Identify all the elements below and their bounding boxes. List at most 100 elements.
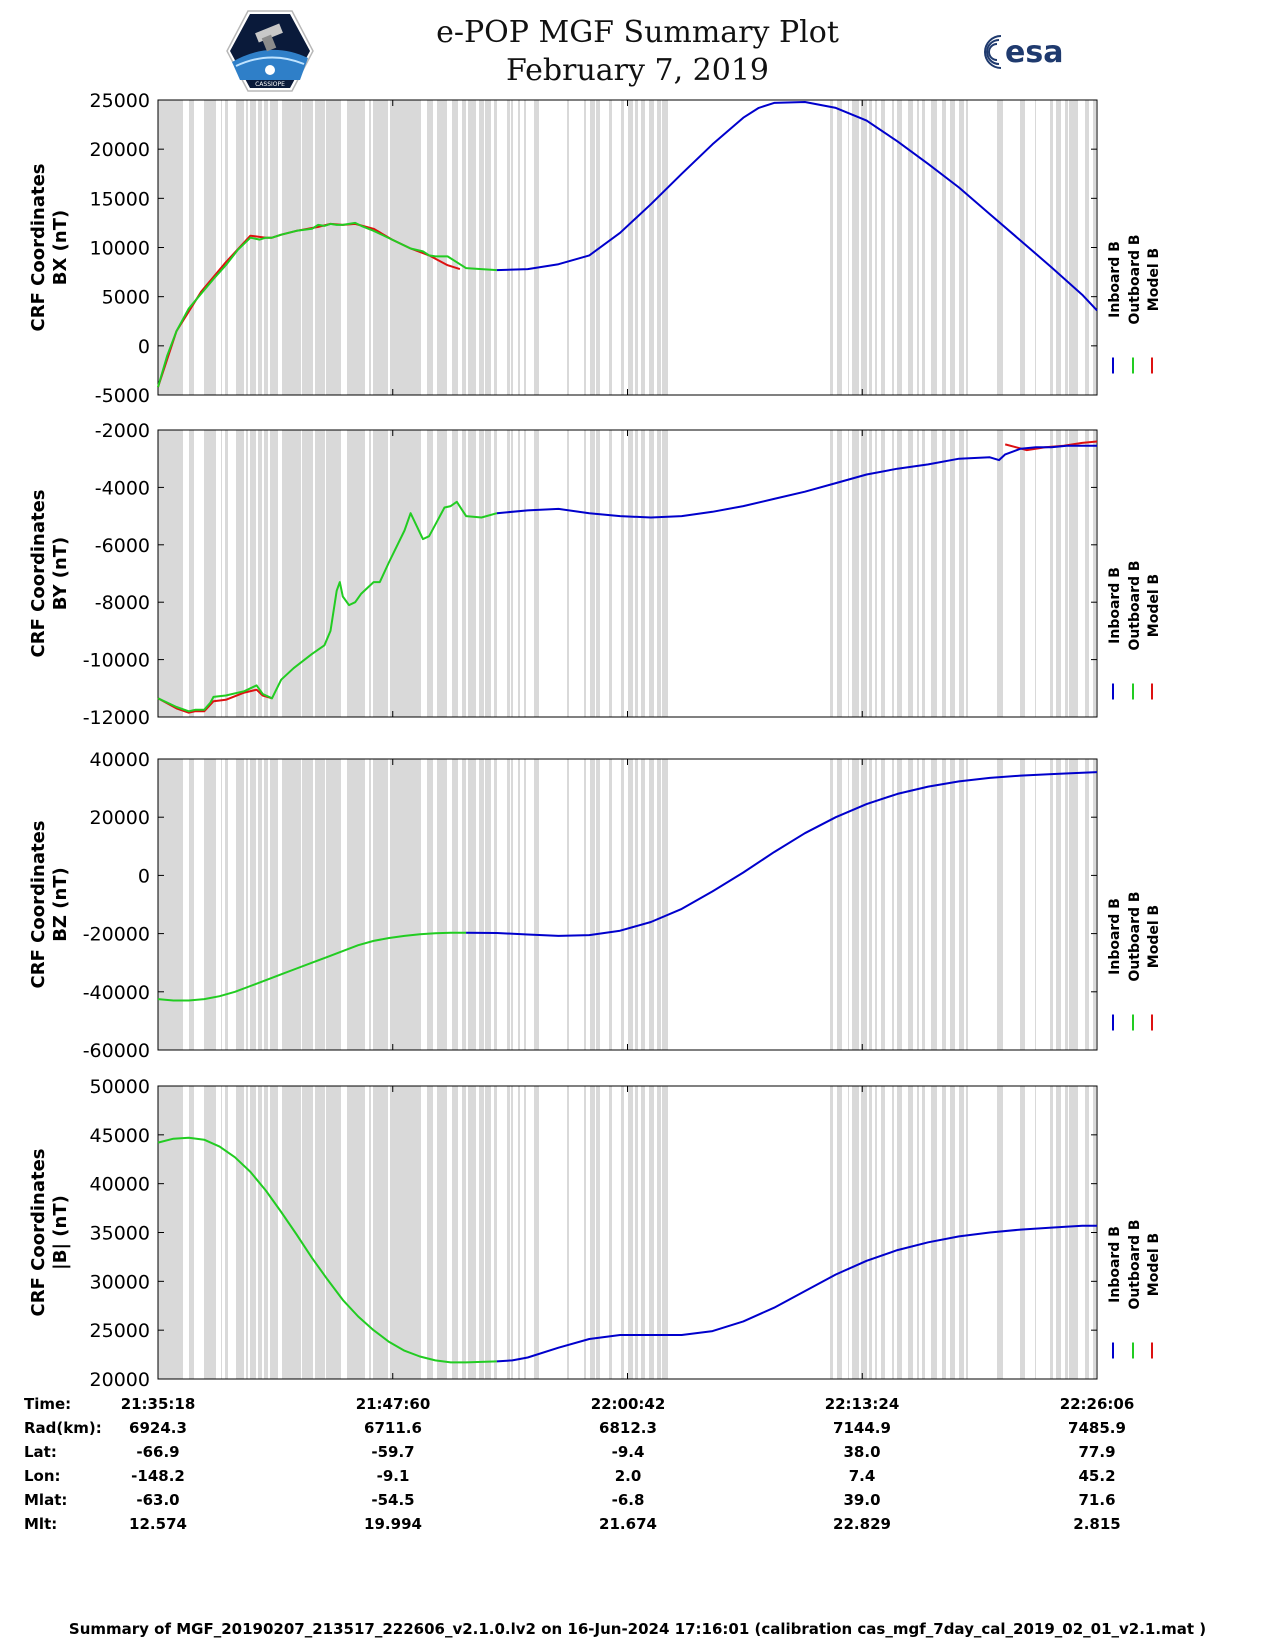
data-gap-band <box>869 100 872 395</box>
data-gap-band <box>427 100 433 395</box>
data-gap-band <box>462 430 466 717</box>
y-tick-label: 15000 <box>90 188 150 210</box>
data-gap-band <box>302 100 313 395</box>
data-gap-band <box>875 430 877 717</box>
data-gap-band <box>567 430 569 717</box>
series-inboard-b <box>496 1224 1097 1363</box>
cassiope-logo: CASSIOPE <box>226 10 314 92</box>
data-gap-band <box>511 100 513 395</box>
data-gap-band <box>635 1086 638 1379</box>
data-gap-band <box>966 100 968 395</box>
y-tick-label: 20000 <box>90 1369 150 1391</box>
data-gap-band <box>437 100 447 395</box>
data-gap-band <box>966 430 968 717</box>
data-gap-band <box>270 430 278 717</box>
data-gap-band <box>315 100 325 395</box>
legend-label-2: Outboard B <box>1127 234 1143 324</box>
data-gap-band <box>959 430 964 717</box>
data-gap-band <box>861 759 867 1050</box>
legend-label-2: Outboard B <box>1127 1219 1143 1309</box>
data-gap-band <box>518 759 520 1050</box>
data-gap-band <box>250 1086 256 1379</box>
y-axis-label: CRF Coordinates|B| (nT) <box>28 1149 71 1317</box>
data-gap-band <box>852 430 859 717</box>
data-gap-band <box>567 1086 569 1379</box>
data-gap-band <box>662 100 668 395</box>
data-gap-band <box>892 100 894 395</box>
data-gap-band <box>931 100 937 395</box>
data-gap-band <box>1020 430 1025 717</box>
data-gap-band <box>596 1086 600 1379</box>
data-gap-band <box>189 1086 194 1379</box>
legend-label-2: Outboard B <box>1127 891 1143 981</box>
data-gap-band <box>908 759 913 1050</box>
data-gap-band <box>1035 759 1036 1050</box>
y-axis-label-line: BZ (nT) <box>50 867 71 942</box>
legend-label-3: Model B <box>1146 248 1162 311</box>
y-tick-label: 30000 <box>90 1271 150 1293</box>
legend-label-1: Inboard B <box>1107 241 1123 318</box>
data-gap-band <box>518 100 520 395</box>
data-gap-band <box>373 1086 388 1379</box>
data-gap-band <box>1020 759 1025 1050</box>
data-gap-band <box>837 430 842 717</box>
data-gap-band <box>881 759 885 1050</box>
data-gap-band <box>641 100 645 395</box>
data-gap-band <box>264 759 268 1050</box>
data-gap-band <box>1056 100 1061 395</box>
data-gap-band <box>1035 430 1036 717</box>
data-gap-band <box>590 100 595 395</box>
data-gap-band <box>315 759 325 1050</box>
y-tick-label: 35000 <box>90 1223 150 1245</box>
data-gap-band <box>369 1086 371 1379</box>
data-gap-band <box>881 1086 885 1379</box>
y-tick-label: -2000 <box>95 420 150 442</box>
data-gap-band <box>221 1086 222 1379</box>
data-gap-band <box>264 1086 268 1379</box>
data-gap-band <box>1069 430 1078 717</box>
data-gap-band <box>584 100 586 395</box>
data-gap-band <box>959 1086 964 1379</box>
data-gap-band <box>270 759 278 1050</box>
y-axis-label-line: CRF Coordinates <box>28 164 49 332</box>
y-axis-label-line: |B| (nT) <box>50 1195 71 1270</box>
data-gap-band <box>437 430 447 717</box>
data-gap-band <box>524 100 526 395</box>
data-gap-band <box>892 430 894 717</box>
legend-label-1: Inboard B <box>1107 1226 1123 1303</box>
data-gap-band <box>347 430 365 717</box>
legend-label-2: Outboard B <box>1127 560 1143 650</box>
data-gap-band <box>861 1086 867 1379</box>
y-tick-label: 5000 <box>102 287 150 309</box>
data-gap-band <box>942 430 946 717</box>
esa-logo: esa <box>984 35 1063 70</box>
data-gap-band <box>282 430 301 717</box>
data-gap-band <box>657 430 661 717</box>
data-gap-band <box>917 100 919 395</box>
data-gap-band <box>1065 759 1068 1050</box>
data-gap-band <box>494 1086 497 1379</box>
data-gap-band <box>347 759 365 1050</box>
series-outboard-b <box>157 221 497 388</box>
y-tick-label: 45000 <box>90 1125 150 1147</box>
data-gap-band <box>236 430 244 717</box>
data-gap-band <box>908 1086 913 1379</box>
data-gap-band <box>236 1086 244 1379</box>
data-gap-band <box>1085 759 1089 1050</box>
data-gap-band <box>950 100 955 395</box>
data-gap-band <box>204 759 216 1050</box>
data-gap-band <box>1069 1086 1078 1379</box>
data-gap-band <box>158 430 183 717</box>
data-gap-band <box>1093 759 1096 1050</box>
data-gap-band <box>830 430 833 717</box>
data-gap-band <box>518 1086 520 1379</box>
data-gap-band <box>534 100 539 395</box>
data-gap-band <box>881 430 885 717</box>
data-gap-band <box>258 1086 262 1379</box>
data-gap-band <box>621 759 624 1050</box>
data-gap-band <box>485 100 491 395</box>
data-gap-band <box>369 430 371 717</box>
legend-label-3: Model B <box>1146 905 1162 968</box>
data-gap-band <box>1050 1086 1053 1379</box>
y-axis-label-line: CRF Coordinates <box>28 1149 49 1317</box>
